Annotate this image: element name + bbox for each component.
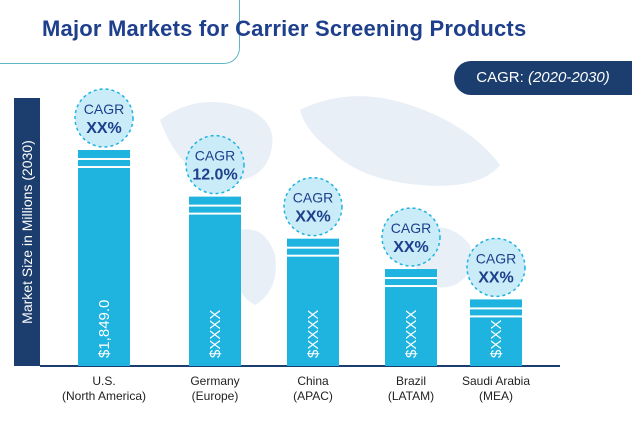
bar-stripe — [78, 166, 130, 168]
bar-value-label: $XXXX — [403, 310, 420, 358]
category-label: China — [297, 374, 329, 388]
cagr-bubble — [185, 134, 245, 195]
y-axis-band — [14, 98, 40, 366]
bar — [189, 196, 241, 366]
cagr-bubble-value: XX% — [86, 120, 122, 137]
cagr-bubble — [466, 237, 526, 298]
cagr-bubble-title: CAGR — [476, 250, 516, 266]
category-sublabel: (MEA) — [479, 389, 513, 403]
cagr-bubble — [381, 207, 441, 267]
cagr-badge-period: (2020-2030) — [527, 69, 610, 86]
bar-stripe — [470, 315, 522, 318]
bar-stripe — [470, 307, 522, 310]
cagr-period-badge: CAGR: (2020-2030) — [454, 61, 632, 95]
cagr-bubble-title: CAGR — [391, 220, 431, 236]
bar-stripe — [189, 212, 241, 215]
title-underline — [0, 0, 240, 64]
category-sublabel: (APAC) — [293, 389, 333, 403]
cagr-badge-label: CAGR: — [476, 69, 524, 86]
bar — [470, 299, 522, 366]
bar-stripe — [78, 158, 130, 160]
cagr-bubble-title: CAGR — [195, 148, 235, 164]
bar-value-label: $1,849.0 — [96, 300, 113, 358]
cagr-bubble-value: XX% — [478, 269, 514, 286]
cagr-bubble-value: 12.0% — [192, 167, 237, 184]
cagr-bubble-title: CAGR — [84, 101, 124, 117]
bar — [287, 238, 339, 366]
category-sublabel: (North America) — [62, 389, 146, 403]
category-label: Brazil — [396, 374, 426, 388]
bar-stripe — [385, 277, 437, 280]
category-label: Germany — [190, 374, 239, 388]
cagr-bubble-value: XX% — [393, 239, 429, 256]
bar — [78, 150, 130, 366]
category-sublabel: (LATAM) — [388, 389, 434, 403]
category-label: Saudi Arabia — [462, 374, 530, 388]
cagr-bubble-value: XX% — [295, 209, 331, 226]
bar-value-label: $XXXX — [305, 310, 322, 358]
bar-stripe — [287, 254, 339, 257]
bar-stripe — [287, 246, 339, 249]
category-label: U.S. — [92, 374, 115, 388]
chart-title: Major Markets for Carrier Screening Prod… — [42, 16, 527, 41]
cagr-bubble — [74, 88, 134, 148]
bar-stripe — [189, 204, 241, 207]
bar-stripe — [385, 285, 437, 288]
bar-value-label: $XXXX — [207, 310, 224, 358]
cagr-bubble-title: CAGR — [293, 190, 333, 206]
category-sublabel: (Europe) — [192, 389, 239, 403]
bar-value-label: $XXX — [488, 320, 505, 358]
cagr-bubble — [283, 176, 343, 237]
